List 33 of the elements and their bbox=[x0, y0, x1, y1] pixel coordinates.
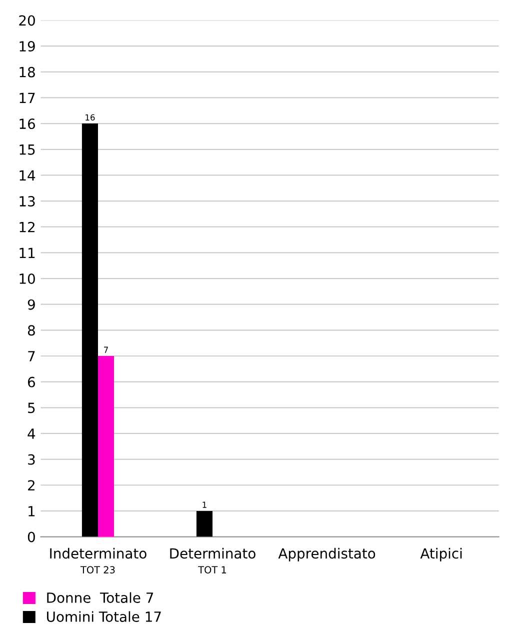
y-tick-label: 20 bbox=[19, 15, 35, 26]
y-tick-label: 15 bbox=[20, 144, 35, 155]
data-label: 16 bbox=[86, 114, 95, 121]
y-tick-label: 2 bbox=[28, 480, 34, 490]
y-tick-label: 7 bbox=[28, 351, 35, 362]
y-tick-label: 6 bbox=[28, 376, 35, 388]
x-tick-label: Apprendistato bbox=[278, 548, 376, 562]
y-tick-label: 4 bbox=[28, 428, 36, 439]
y-tick-label: 5 bbox=[28, 402, 35, 414]
y-tick-label: 10 bbox=[20, 273, 35, 284]
y-tick-label: 8 bbox=[28, 325, 35, 336]
legend-label: Donne Totale 7 bbox=[47, 592, 154, 603]
legend-label: Uomini Totale 17 bbox=[47, 611, 161, 622]
data-label: 1 bbox=[202, 502, 206, 508]
y-tick-label: 0 bbox=[28, 532, 35, 542]
y-tick-label: 11 bbox=[20, 248, 35, 258]
y-tick-label: 9 bbox=[28, 299, 35, 310]
y-tick-label: 18 bbox=[20, 66, 35, 78]
x-tick-label: Determinato TOT 1 bbox=[170, 548, 256, 574]
y-tick-label: 14 bbox=[20, 170, 36, 180]
bar bbox=[98, 356, 114, 537]
y-tick-label: 12 bbox=[20, 222, 34, 232]
y-tick-label: 17 bbox=[20, 92, 35, 104]
x-tick-label: Indeterminato TOT 23 bbox=[50, 548, 146, 574]
y-tick-label: 16 bbox=[20, 118, 35, 130]
y-tick-label: 3 bbox=[28, 454, 35, 465]
bar bbox=[82, 124, 98, 537]
data-label: 7 bbox=[104, 346, 108, 353]
y-tick-label: 13 bbox=[20, 196, 35, 207]
y-tick-label: 1 bbox=[28, 506, 35, 516]
x-tick-label: Atipici bbox=[420, 548, 462, 562]
y-tick-label: 19 bbox=[20, 41, 35, 52]
bar bbox=[196, 510, 213, 537]
